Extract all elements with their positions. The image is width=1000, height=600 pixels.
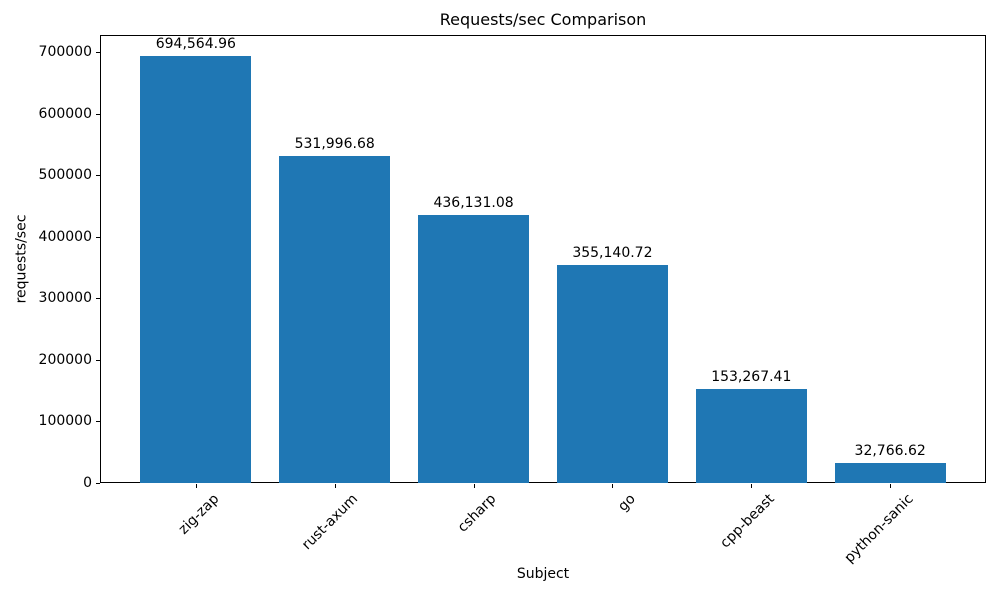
bar-value-label: 436,131.08 [433, 195, 514, 212]
bar-value-label: 32,766.62 [854, 442, 926, 459]
y-tick [96, 175, 100, 177]
y-tick [96, 298, 100, 300]
bar [695, 388, 807, 483]
x-tick-label: go [615, 491, 639, 515]
y-tick-label: 300000 [38, 290, 92, 307]
y-tick-label: 600000 [38, 105, 92, 122]
x-tick [751, 484, 753, 488]
x-tick [334, 484, 336, 488]
x-axis-label: Subject [516, 566, 570, 582]
y-tick [96, 52, 100, 54]
chart-title: Requests/sec Comparison [439, 10, 647, 29]
y-tick-label: 400000 [38, 228, 92, 245]
x-tick [890, 484, 892, 488]
x-tick-label: cpp-beast [717, 491, 778, 552]
y-tick [96, 236, 100, 238]
y-tick-label: 200000 [38, 351, 92, 368]
y-tick [96, 359, 100, 361]
y-tick [96, 113, 100, 115]
bar [279, 156, 391, 483]
x-tick-label: python-sanic [841, 491, 917, 567]
x-tick [195, 484, 197, 488]
y-tick [96, 482, 100, 484]
y-tick [96, 421, 100, 423]
bar-value-label: 153,267.41 [711, 368, 792, 385]
x-tick-label: rust-axum [298, 491, 362, 554]
x-tick-label: csharp [455, 491, 500, 536]
bar [140, 56, 252, 483]
y-tick-label: 500000 [38, 167, 92, 184]
bar-value-label: 694,564.96 [155, 36, 236, 53]
bar-value-label: 531,996.68 [294, 136, 375, 153]
y-tick-label: 700000 [38, 44, 92, 61]
bar [834, 462, 946, 483]
y-tick-label: 100000 [38, 413, 92, 430]
bar-value-label: 355,140.72 [572, 244, 653, 261]
x-tick-label: zig-zap [175, 491, 223, 538]
x-tick [473, 484, 475, 488]
bar [556, 264, 668, 483]
x-tick [612, 484, 614, 488]
bar [418, 215, 530, 483]
y-tick-label: 0 [83, 474, 92, 491]
